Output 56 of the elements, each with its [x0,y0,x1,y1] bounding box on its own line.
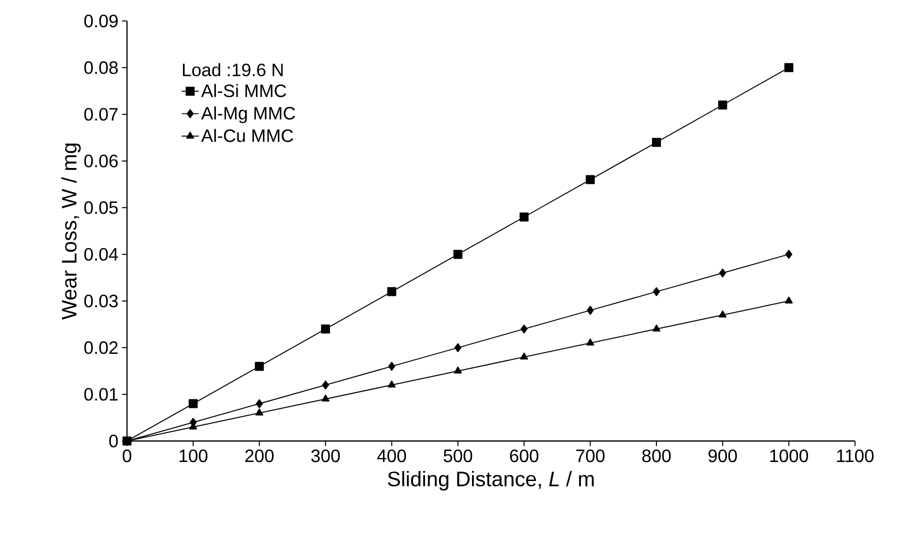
legend-label: Al-Cu MMC [201,128,294,142]
point [586,338,594,346]
point [652,138,661,147]
point [652,324,660,332]
point [254,362,264,371]
x-tick-label: 500 [444,449,472,462]
point [586,306,594,315]
x-tick-label: 400 [377,449,406,462]
point [255,408,264,416]
point [718,100,728,110]
y-axis-title: Wear Loss, W / mg [61,144,81,320]
y-tick-label: 0.04 [84,248,118,261]
point [188,399,198,408]
y-tick-label: 0.08 [84,61,118,74]
point [387,287,396,296]
x-axis-title: Sliding Distance, L / m [388,471,594,491]
legend-label: Al-Si MMC [201,84,286,98]
y-tick-label: 0.03 [84,294,118,308]
point [785,250,792,259]
x-tick-label: 900 [708,449,737,462]
x-tick-label: 600 [510,449,538,462]
point [719,268,726,278]
x-tick-label: 1000 [770,449,808,462]
x-tick-label: 1100 [837,449,874,462]
point [520,212,529,222]
x-tick-label: 100 [180,449,208,462]
y-tick-label: 0.06 [84,154,118,168]
point [322,394,330,402]
y-tick-label: 0.05 [84,201,118,214]
legend-title: Load :19.6 N [182,63,283,76]
legend-label: Al-Mg MMC [201,106,296,124]
y-tick-label: 0.02 [84,341,118,354]
point [388,362,396,371]
point [454,366,462,374]
x-tick-label: 200 [245,449,274,462]
point [586,175,595,184]
point [388,380,396,388]
point [322,380,330,390]
x-tick-label: 700 [576,449,605,462]
point [520,324,528,334]
x-tick-label: 0 [122,449,132,462]
point [321,324,330,334]
point [784,296,793,304]
x-tick-label: 800 [642,449,671,462]
y-tick-label: 0.09 [84,14,118,28]
point [652,287,660,296]
x-tick-label: 300 [311,449,340,462]
y-tick-label: 0.01 [84,388,118,401]
point [784,63,794,72]
y-tick-label: 0 [109,434,118,448]
y-tick-label: 0.07 [84,108,118,121]
point [718,310,727,318]
point [520,352,528,360]
point [453,250,462,259]
point [454,343,462,352]
point [256,399,263,408]
